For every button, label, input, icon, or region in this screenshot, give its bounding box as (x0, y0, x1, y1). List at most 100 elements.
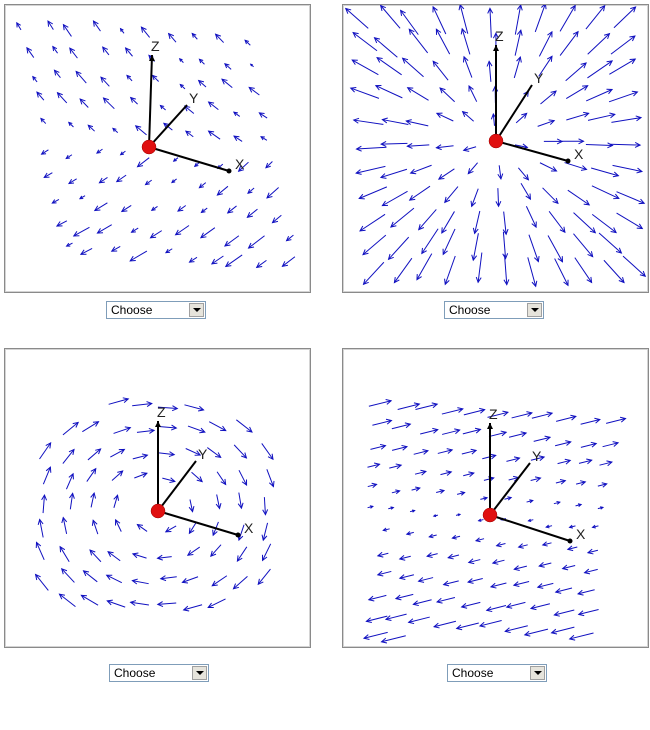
field-arrow (566, 111, 590, 121)
field-arrow (538, 562, 552, 568)
chevron-down-icon (534, 671, 542, 675)
field-arrow (52, 45, 58, 54)
field-arrow (565, 62, 587, 82)
field-arrow (358, 186, 388, 200)
field-arrow (485, 605, 507, 613)
field-arrow (428, 533, 437, 539)
field-select-1[interactable]: Choose (106, 301, 206, 319)
field-arrow (580, 417, 601, 425)
field-arrow (394, 593, 414, 601)
field-arrow (567, 189, 591, 206)
field-arrow (451, 534, 461, 540)
field-arrow (51, 198, 60, 204)
field-arrow (65, 472, 74, 490)
vector-field-panel-1: Z Y X (4, 4, 311, 293)
field-arrow (432, 60, 449, 81)
field-arrow (157, 405, 179, 412)
dropdown-button-2[interactable] (527, 303, 542, 317)
field-arrow (467, 558, 481, 565)
field-arrow (106, 599, 126, 608)
field-arrow (124, 47, 133, 57)
field-arrow (255, 259, 267, 269)
field-arrow (47, 20, 54, 30)
field-arrow (447, 553, 460, 560)
field-arrow (536, 582, 554, 589)
field-arrow (462, 427, 482, 435)
field-arrow (426, 552, 438, 558)
field-arrow (236, 546, 248, 562)
field-arrow (134, 125, 147, 136)
field-arrow (149, 230, 163, 239)
field-select-2[interactable]: Choose (444, 301, 544, 319)
field-arrow (415, 402, 439, 411)
field-arrow (613, 6, 637, 29)
field-arrow (460, 27, 471, 55)
dropdown-button-4[interactable] (530, 666, 545, 680)
field-arrow (367, 505, 374, 509)
field-arrow (184, 130, 194, 138)
field-arrow (437, 168, 455, 180)
field-arrow (67, 121, 74, 128)
vector-field-panel-4: Z Y X (342, 348, 649, 648)
origin-marker (150, 503, 166, 519)
field-arrow (178, 57, 184, 64)
field-arrow (467, 162, 478, 175)
field-arrow (587, 112, 616, 121)
z-axis-label: Z (157, 404, 166, 420)
field-arrow (262, 543, 272, 562)
field-arrow (210, 255, 224, 265)
field-arrow (233, 135, 243, 142)
field-arrow (555, 414, 577, 422)
field-arrow (591, 185, 620, 200)
field-arrow (41, 493, 48, 514)
dropdown-button-3[interactable] (192, 666, 207, 680)
x-axis-label: X (235, 156, 245, 172)
field-arrow (503, 254, 510, 286)
field-arrow (610, 35, 636, 55)
field-select-3[interactable]: Choose (109, 664, 209, 682)
field-arrow (435, 28, 451, 55)
origin-marker (488, 133, 504, 149)
field-arrow (599, 460, 613, 467)
field-arrow (188, 499, 195, 513)
field-arrow (513, 55, 522, 79)
field-arrow (96, 148, 103, 154)
chevron-down-icon (196, 671, 204, 675)
x-axis-label: X (244, 520, 254, 536)
field-arrow (435, 144, 454, 151)
field-arrow (538, 30, 553, 57)
field-arrow (566, 545, 578, 552)
field-arrow (380, 5, 401, 29)
field-arrow (506, 456, 521, 463)
field-arrow (120, 204, 132, 213)
field-arrow (261, 443, 274, 461)
field-arrow (471, 233, 479, 262)
vector-field-plot-1: Z Y X (16, 20, 296, 269)
field-arrow (107, 551, 121, 562)
field-arrow (224, 254, 243, 268)
field-arrow (80, 594, 99, 606)
field-arrow (411, 486, 421, 492)
field-arrow (472, 210, 481, 235)
field-arrow (504, 625, 528, 634)
field-arrow (420, 427, 439, 435)
field-arrow (55, 220, 68, 227)
dropdown-button-1[interactable] (189, 303, 204, 317)
field-arrow (132, 401, 153, 407)
field-arrow (520, 182, 532, 201)
field-arrow (60, 568, 75, 583)
field-arrow (495, 188, 502, 208)
axes: Z Y X (493, 28, 584, 164)
field-arrow (247, 187, 255, 194)
field-arrow (554, 258, 569, 287)
field-arrow (167, 32, 177, 43)
field-arrow (591, 213, 617, 234)
field-arrow (159, 575, 177, 582)
vector-field-plot-4: Z Y X (362, 399, 627, 644)
field-arrow (538, 55, 553, 77)
field-arrow (616, 191, 646, 205)
field-arrow (258, 112, 268, 119)
field-select-4[interactable]: Choose (447, 664, 547, 682)
field-arrow (159, 451, 176, 458)
field-arrow (102, 97, 115, 110)
